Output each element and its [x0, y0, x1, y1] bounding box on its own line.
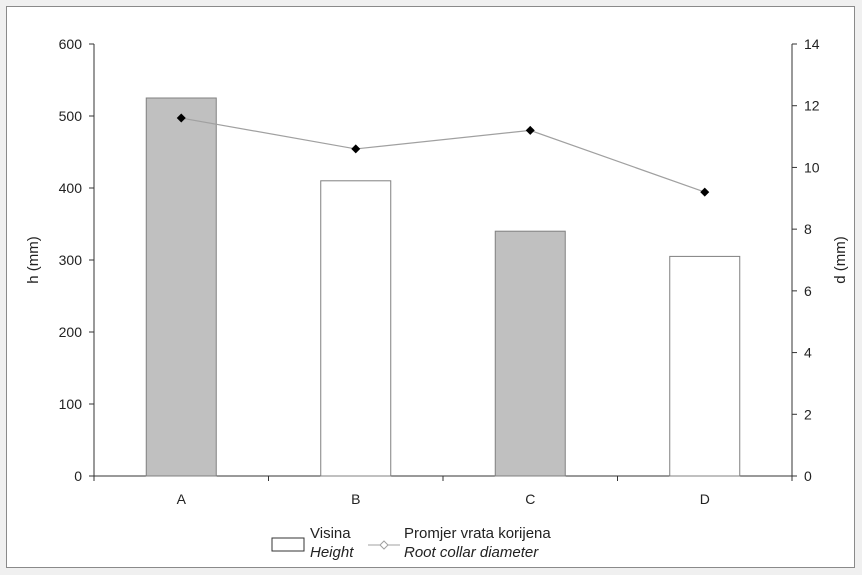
legend-bar-swatch — [271, 537, 305, 552]
y-axis-left-tick-label: 200 — [59, 324, 83, 340]
legend-line-label-en: Root collar diameter — [404, 544, 539, 561]
x-axis-tick-label: A — [177, 491, 187, 507]
y-axis-right-tick-label: 12 — [804, 98, 820, 114]
y-axis-right-tick-label: 8 — [804, 221, 812, 237]
bar-A — [145, 97, 217, 477]
x-axis-tick-label: B — [351, 491, 360, 507]
y-axis-right-tick-label: 2 — [804, 406, 812, 422]
legend-line-label: Promjer vrata korijena — [404, 525, 551, 542]
x-axis-tick-label: C — [525, 491, 535, 507]
y-axis-right-tick-label: 10 — [804, 159, 820, 175]
line-point-A — [176, 113, 186, 123]
y-axis-right-tick-label: 0 — [804, 468, 812, 484]
y-axis-right-tick-label: 6 — [804, 283, 812, 299]
y-axis-left-tick-label: 0 — [74, 468, 82, 484]
y-axis-left-tick-label: 300 — [59, 252, 83, 268]
y-axis-right-title: d (mm) — [832, 236, 849, 284]
y-axis-left-tick-label: 400 — [59, 180, 83, 196]
y-axis-left-title: h (mm) — [25, 236, 42, 284]
bar-C — [494, 230, 566, 477]
bar-D — [669, 255, 741, 477]
line-point-D — [700, 187, 710, 197]
y-axis-left-tick-label: 500 — [59, 108, 83, 124]
bars-group — [145, 97, 741, 477]
legend: Visina Height Promjer vrata korijena Roo… — [271, 525, 551, 561]
bar-B — [320, 180, 392, 477]
legend-bar-label-en: Height — [310, 544, 354, 561]
y-axis-left-tick-label: 100 — [59, 396, 83, 412]
y-axis-right-tick-label: 4 — [804, 345, 812, 361]
legend-bar-label: Visina — [310, 525, 351, 542]
axes-group: 0 100 200 300 400 500 600 0 2 4 6 8 10 12 14 A B C D — [59, 36, 820, 507]
x-axis-tick-label: D — [700, 491, 710, 507]
y-axis-left-tick-label: 600 — [59, 36, 83, 52]
line-point-C — [525, 125, 535, 135]
line-point-B — [351, 144, 361, 154]
legend-line-marker — [379, 540, 389, 550]
y-axis-right-tick-label: 14 — [804, 36, 820, 52]
line-series-group — [176, 113, 710, 197]
line-series-path — [181, 117, 705, 193]
